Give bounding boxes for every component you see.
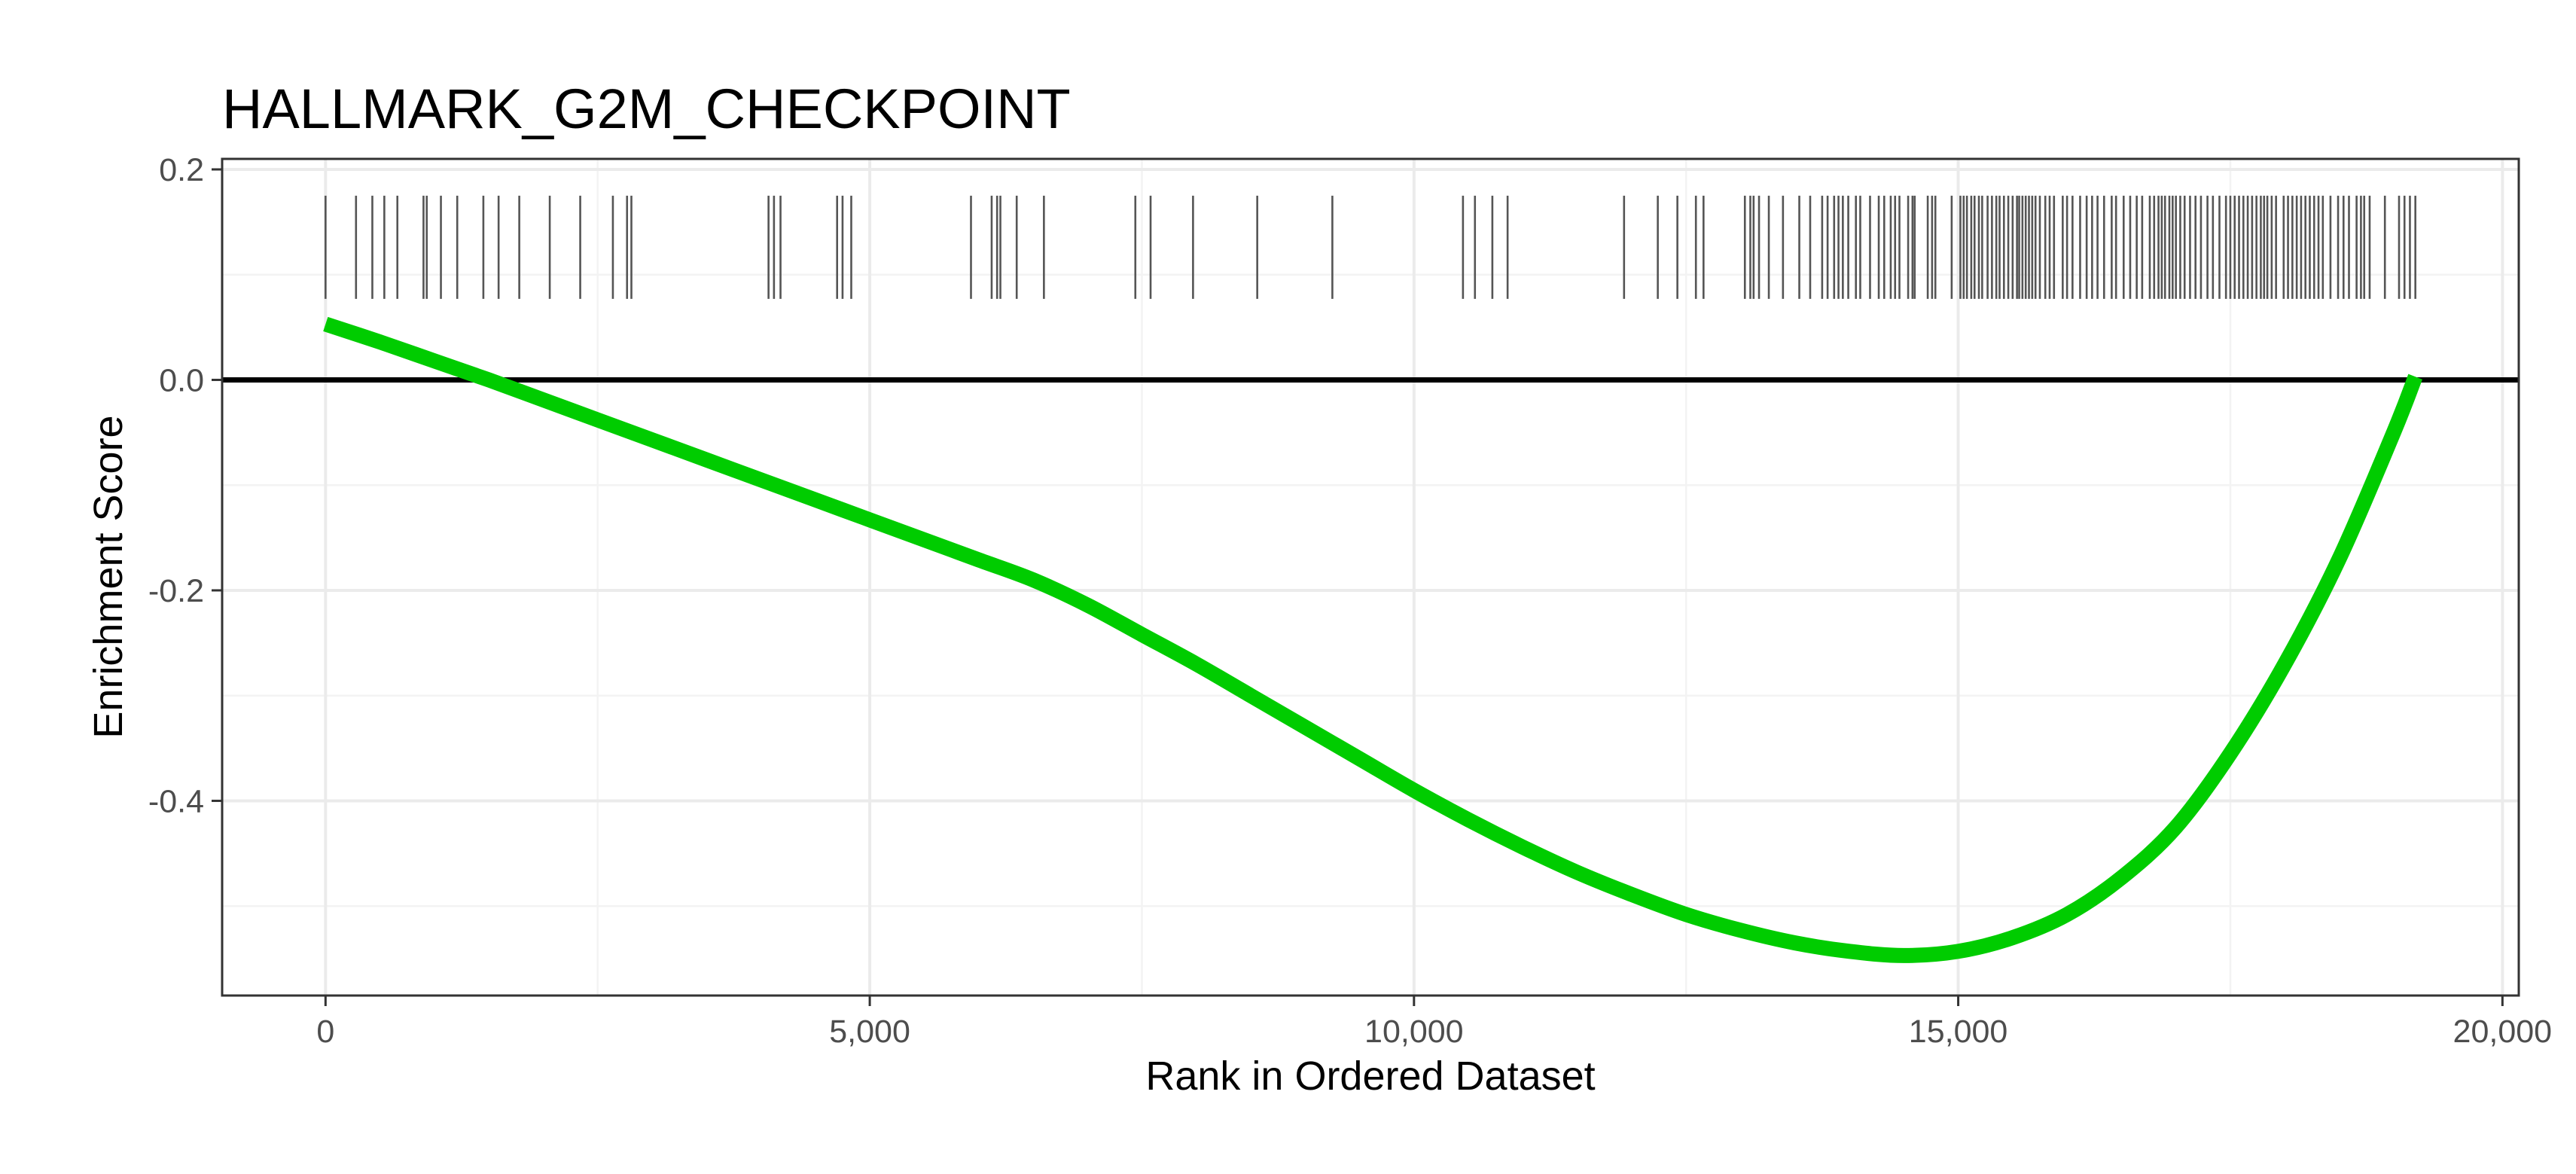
grid-layer (222, 159, 2519, 996)
chart-title: HALLMARK_G2M_CHECKPOINT (222, 78, 1071, 140)
x-tick-label: 0 (316, 1014, 334, 1050)
x-tick-label: 20,000 (2453, 1014, 2553, 1050)
y-tick-label: 0.0 (159, 362, 204, 398)
axes-layer: 0 5,000 10,000 15,000 20,000 -0.4 -0.2 0.0 0.2 (148, 152, 2552, 1050)
x-tick-label: 10,000 (1364, 1014, 1464, 1050)
y-axis-title: Enrichment Score (86, 415, 131, 738)
gene-hit-rug (325, 195, 2416, 299)
y-tick-label: 0.2 (159, 152, 204, 188)
plot-panel-border (221, 157, 2520, 997)
series-layer (323, 316, 2423, 963)
x-axis-title: Rank in Ordered Dataset (1145, 1054, 1595, 1099)
x-tick-label: 15,000 (1909, 1014, 2008, 1050)
y-tick-label: -0.2 (148, 573, 204, 609)
enrichment-score-line (323, 316, 2423, 963)
y-tick-label: -0.4 (148, 783, 204, 819)
x-tick-label: 5,000 (829, 1014, 910, 1050)
